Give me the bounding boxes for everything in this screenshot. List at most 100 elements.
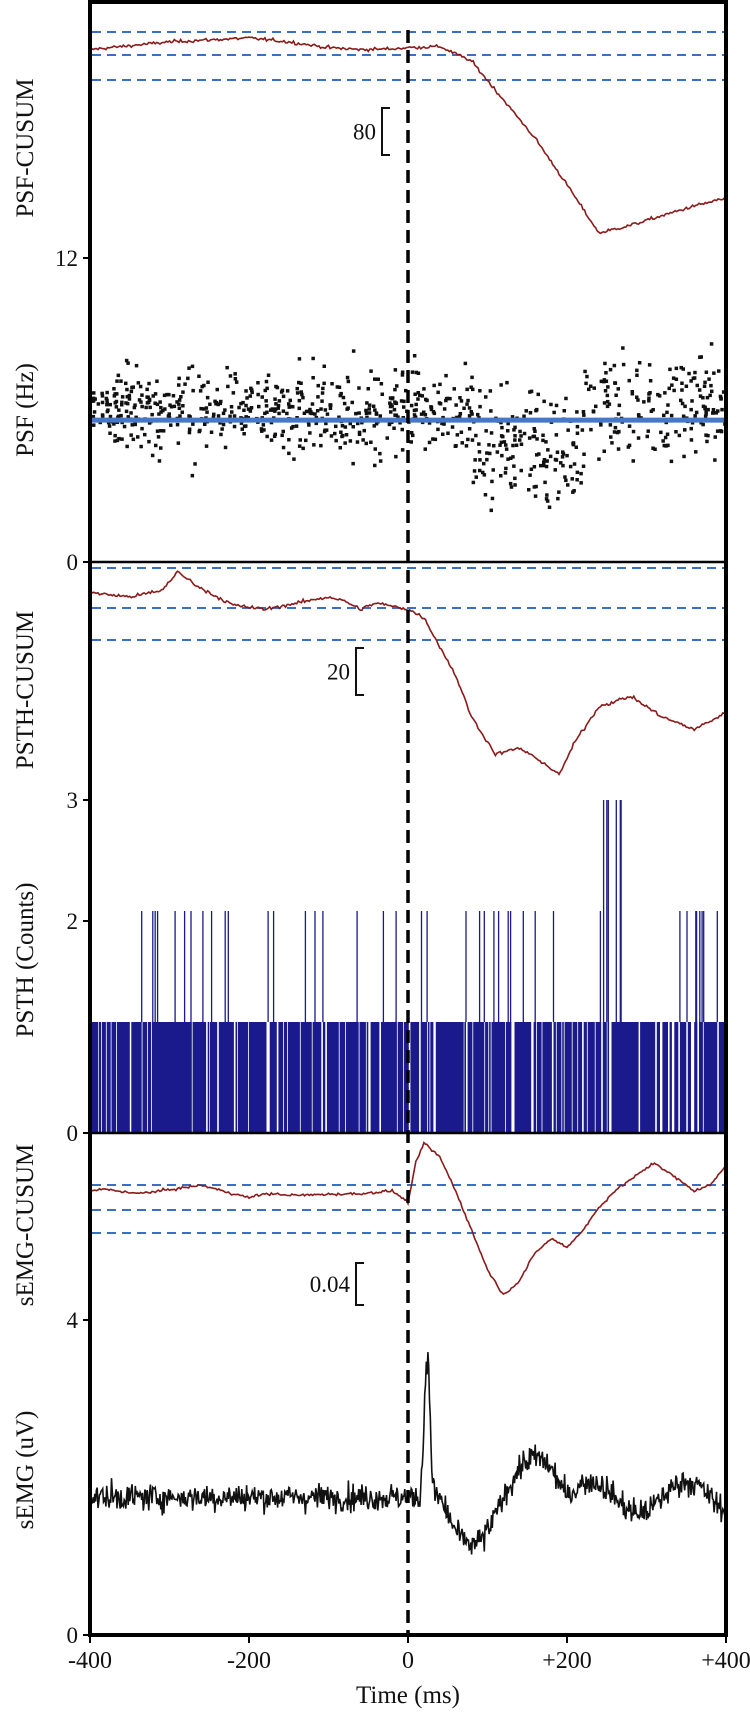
psf-data-point [681,414,686,418]
psf-data-point [175,422,180,427]
psf-data-point [553,457,558,462]
psf-data-point [454,444,458,448]
psf-data-point [605,399,610,404]
psf-data-point [400,373,405,377]
psf-data-point [337,385,342,389]
psf-data-point [444,373,448,378]
psf-data-point [322,364,326,368]
psf-data-point [463,361,468,366]
psf-data-point [193,462,197,466]
psf-data-point [120,400,124,405]
psf-data-point [379,382,384,386]
psf-data-point [575,470,580,475]
psf-data-point [297,380,301,385]
psf-data-point [313,412,317,416]
psf-data-point [206,380,210,384]
psf-data-point [693,414,697,418]
psf-data-point [328,406,333,410]
psf-data-point [214,400,219,405]
psf-data-point [234,380,239,384]
psf-data-point [669,459,674,464]
psf-data-point [701,396,705,400]
psf-data-point [140,426,144,431]
psf-data-point [385,436,389,440]
psf-data-point [663,435,668,440]
psf-data-point [706,407,710,412]
psf-data-point [459,399,464,403]
psf-data-point [482,473,487,477]
semg-main-ylabel: sEMG (uV) [12,1411,39,1530]
psf-data-point [680,401,685,406]
psf-data-point [603,361,607,366]
psf-data-point [270,407,274,411]
psf-data-point [388,404,393,409]
psf-data-point [716,409,720,413]
psf-data-point [411,433,415,438]
psf-data-point [522,414,526,418]
psf-data-point [315,409,320,413]
psf-data-point [348,439,353,443]
psth-y-tick-label-0: 0 [67,1121,79,1146]
psf-data-point [124,358,129,363]
psf-data-point [129,433,133,437]
psf-data-point [467,406,472,410]
psf-data-point [272,434,277,438]
psf-data-point [436,427,440,432]
psf-data-point [169,423,173,427]
psf-data-point [431,437,435,441]
psf-data-point [115,392,119,396]
psf-data-point [694,410,699,415]
psf-data-point [218,421,222,425]
psf-data-point [187,427,192,431]
psf-data-point [289,404,293,409]
x-axis-label: Time (ms) [356,1682,460,1709]
psf-data-point [513,438,517,442]
psf-data-point [134,363,139,368]
psf-data-point [659,430,663,435]
psf-data-point [191,388,195,393]
psf-data-point [281,429,285,434]
psf-data-point [310,411,314,416]
psf-data-point [524,409,528,413]
psf-data-point [606,385,610,389]
psf-data-point [112,387,116,391]
psf-data-point [585,374,589,379]
psf-data-point [603,389,608,393]
psf-data-point [104,396,109,401]
psf-data-point [215,387,219,392]
psf-data-point [438,402,443,406]
psf-data-point [627,424,632,428]
psf-data-point [107,424,112,428]
psf-data-point [533,429,537,433]
psf-data-point [301,395,305,400]
psf-data-point [442,422,446,426]
psf-data-point [167,392,171,397]
psf-data-point [281,445,286,450]
psf-data-point [119,379,123,383]
psf-data-point [647,399,651,403]
psf-data-point [259,427,264,431]
psf-data-point [661,439,665,443]
psf-data-point [452,387,456,391]
x-tick-label-+400: +400 [701,1648,750,1674]
psf-data-point [100,394,105,398]
psf-data-point [114,405,119,409]
psf-data-point [312,443,316,447]
psf-data-point [319,407,323,411]
psf-data-point [357,386,361,390]
psf-data-point [387,421,392,425]
psf-data-point [329,403,333,407]
psf-data-point [155,402,160,407]
psf-data-point [190,364,195,369]
psf-data-point [528,473,532,477]
psf-data-point [704,370,709,374]
psf-data-point [277,399,282,403]
psf-data-point [199,406,203,411]
psf-data-point [527,436,532,440]
psf-data-point [495,450,500,454]
psf-data-point [466,398,470,403]
psf-data-point [400,370,405,374]
psf-data-point [159,429,163,433]
psf-data-point [472,469,477,473]
psf-data-point [545,493,549,497]
